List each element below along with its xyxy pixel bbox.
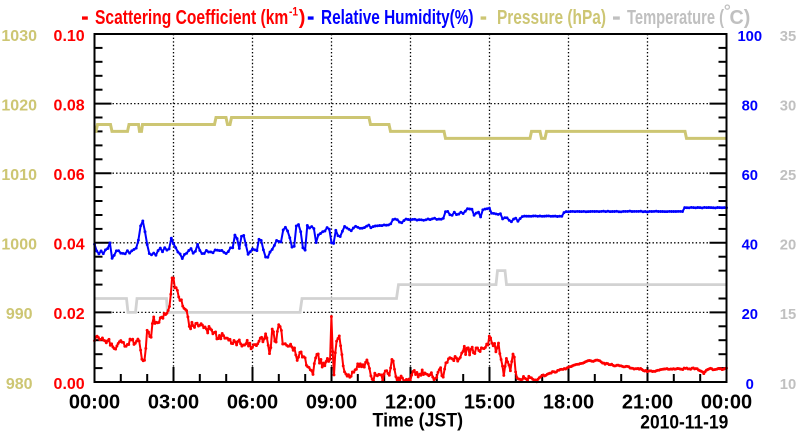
svg-text:980: 980 [6, 376, 33, 393]
svg-text:0: 0 [746, 377, 754, 393]
svg-text:0.02: 0.02 [54, 306, 85, 323]
svg-text:2010-11-19: 2010-11-19 [640, 412, 728, 434]
svg-text:00:00: 00:00 [69, 392, 120, 414]
svg-text:03:00: 03:00 [148, 392, 199, 414]
svg-text:00:00: 00:00 [701, 392, 752, 414]
svg-text:30: 30 [780, 98, 796, 114]
svg-text:18:00: 18:00 [543, 392, 594, 414]
svg-text:1010: 1010 [1, 167, 37, 184]
svg-text:10: 10 [780, 377, 796, 393]
svg-text:1030: 1030 [1, 28, 37, 45]
svg-text:): ) [299, 7, 306, 29]
svg-text:15:00: 15:00 [464, 392, 515, 414]
svg-text:C): C) [730, 7, 751, 29]
svg-text:Scattering Coefficient (km: Scattering Coefficient (km [95, 7, 288, 29]
svg-text:40: 40 [742, 238, 758, 254]
svg-text:35: 35 [780, 29, 796, 45]
svg-text:15: 15 [780, 307, 796, 323]
svg-text:06:00: 06:00 [227, 392, 278, 414]
svg-text:20: 20 [742, 307, 758, 323]
svg-text:80: 80 [742, 98, 758, 114]
svg-text:100: 100 [737, 29, 762, 45]
svg-text:Relative Humidity(%): Relative Humidity(%) [321, 7, 474, 29]
svg-text:20: 20 [780, 238, 796, 254]
svg-text:1000: 1000 [1, 237, 37, 254]
svg-text:0.06: 0.06 [54, 167, 85, 184]
svg-text:12:00: 12:00 [385, 392, 436, 414]
svg-text:21:00: 21:00 [622, 392, 673, 414]
svg-text:-1: -1 [289, 7, 299, 19]
svg-text:Pressure (hPa): Pressure (hPa) [497, 7, 606, 29]
svg-text:0.00: 0.00 [54, 376, 85, 393]
svg-text:990: 990 [6, 306, 33, 323]
svg-text:1020: 1020 [1, 97, 37, 114]
svg-text:0.04: 0.04 [54, 237, 85, 254]
svg-text:25: 25 [780, 168, 796, 184]
svg-text:Time (JST): Time (JST) [373, 410, 464, 432]
svg-text:09:00: 09:00 [306, 392, 357, 414]
svg-text:Temperature (: Temperature ( [627, 7, 724, 29]
svg-text:0.10: 0.10 [54, 28, 85, 45]
svg-text:60: 60 [742, 168, 758, 184]
svg-text:0.08: 0.08 [54, 97, 85, 114]
